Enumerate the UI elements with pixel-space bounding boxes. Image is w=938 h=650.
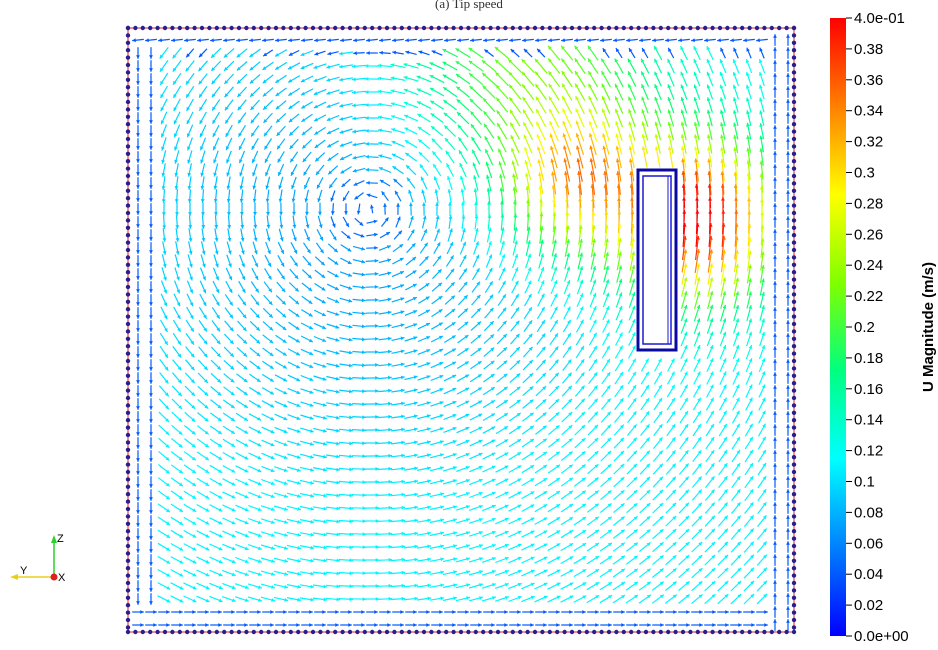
colorbar-label: 0.36 [854,72,883,89]
obstacle [636,168,678,352]
colorbar-ticks: 4.0e-01 0.38 0.36 0.34 0.32 0.3 0.28 0.26 0.24 0.… [846,10,909,645]
colorbar-label: 0.14 [854,412,883,429]
colorbar-label: 0.18 [854,350,883,367]
orientation-axes: Z Y X [10,533,66,584]
colorbar-label: 0.12 [854,443,883,460]
axis-z-label: Z [57,533,64,545]
figure-title: (a) Tip speed [435,0,503,11]
colorbar-label: 0.26 [854,226,883,243]
colorbar-label: 0.02 [854,597,883,614]
colorbar-label: 0.04 [854,566,883,583]
colorbar-label: 0.38 [854,41,883,58]
colorbar-label: 0.34 [854,103,883,120]
velocity-vector-field [132,34,790,631]
colorbar-label: 4.0e-01 [854,10,905,27]
colorbar-label: 0.06 [854,535,883,552]
axis-y-label: Y [20,565,28,577]
colorbar-label: 0.16 [854,381,883,398]
colorbar-label: 0.0e+00 [854,628,909,645]
colorbar-label: 0.32 [854,134,883,151]
axis-x-label: X [58,572,66,584]
colorbar-label: 0.22 [854,288,883,305]
colorbar: 4.0e-01 0.38 0.36 0.34 0.32 0.3 0.28 0.26 0.24 0.… [830,10,937,645]
colorbar-title: U Magnitude (m/s) [920,262,937,392]
colorbar-gradient [830,18,846,636]
colorbar-label: 0.28 [854,195,883,212]
colorbar-label: 0.3 [854,165,875,182]
boundary-points [125,25,797,635]
colorbar-label: 0.24 [854,257,883,274]
colorbar-label: 0.1 [854,474,875,491]
colorbar-label: 0.2 [854,319,875,336]
colorbar-label: 0.08 [854,504,883,521]
